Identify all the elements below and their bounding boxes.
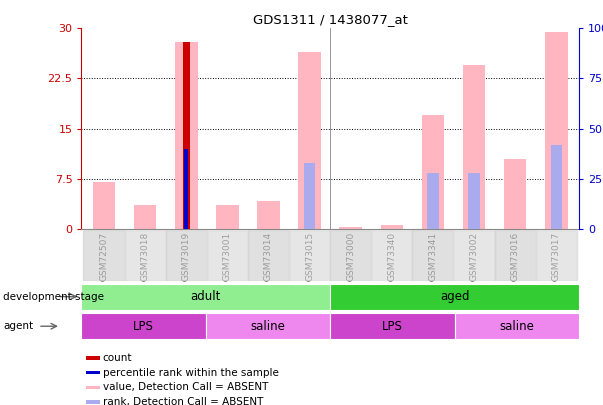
Bar	[545, 32, 567, 229]
Bar	[428, 173, 438, 229]
Bar	[184, 149, 188, 229]
Bar	[371, 230, 412, 281]
Bar	[83, 230, 125, 281]
Text: agent: agent	[3, 321, 33, 331]
Bar	[339, 227, 362, 229]
Bar	[330, 313, 455, 339]
Bar	[86, 356, 100, 360]
Bar	[453, 230, 494, 281]
Text: rank, Detection Call = ABSENT: rank, Detection Call = ABSENT	[103, 397, 263, 405]
Bar	[86, 371, 100, 374]
Bar	[421, 115, 444, 229]
Bar	[207, 230, 248, 281]
Text: adult: adult	[191, 290, 221, 303]
Bar	[535, 230, 577, 281]
Bar	[248, 230, 289, 281]
Bar	[330, 284, 579, 310]
Bar	[412, 230, 453, 281]
Text: saline: saline	[499, 320, 534, 333]
Bar	[304, 163, 315, 229]
Bar	[330, 230, 371, 281]
Bar	[86, 386, 100, 389]
Bar	[289, 230, 330, 281]
Bar	[412, 230, 453, 281]
Bar	[535, 230, 577, 281]
Bar	[248, 230, 289, 281]
Bar	[257, 201, 280, 229]
Bar	[183, 42, 189, 229]
Text: saline: saline	[250, 320, 285, 333]
Title: GDS1311 / 1438077_at: GDS1311 / 1438077_at	[253, 13, 408, 26]
Text: count: count	[103, 353, 132, 363]
Bar	[207, 230, 248, 281]
Bar	[86, 401, 100, 404]
Bar	[166, 230, 207, 281]
Bar	[494, 230, 535, 281]
Bar	[125, 230, 166, 281]
Bar	[551, 145, 562, 229]
Bar	[81, 313, 206, 339]
Text: LPS: LPS	[382, 320, 403, 333]
Bar	[175, 42, 198, 229]
Text: aged: aged	[440, 290, 469, 303]
Bar	[469, 173, 480, 229]
Bar	[166, 230, 207, 281]
Bar	[83, 230, 125, 281]
Bar	[206, 313, 330, 339]
Bar	[93, 182, 115, 229]
Bar	[134, 205, 156, 229]
Bar	[216, 205, 239, 229]
Text: percentile rank within the sample: percentile rank within the sample	[103, 368, 279, 378]
Bar	[455, 313, 579, 339]
Bar	[371, 230, 412, 281]
Bar	[463, 65, 485, 229]
Bar	[504, 159, 526, 229]
Bar	[125, 230, 166, 281]
Text: development stage: development stage	[3, 292, 104, 302]
Text: LPS: LPS	[133, 320, 154, 333]
Bar	[380, 226, 403, 229]
Text: value, Detection Call = ABSENT: value, Detection Call = ABSENT	[103, 382, 268, 392]
Bar	[298, 52, 321, 229]
Bar	[330, 230, 371, 281]
Bar	[453, 230, 494, 281]
Bar	[81, 284, 330, 310]
Bar	[494, 230, 535, 281]
Bar	[289, 230, 330, 281]
